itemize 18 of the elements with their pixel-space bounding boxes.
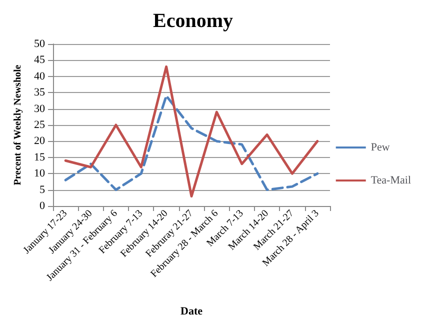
y-tick-label: 45 — [34, 54, 46, 66]
y-tick-label: 35 — [34, 86, 46, 99]
y-tick-label: 50 — [34, 38, 46, 50]
y-tick-label: 5 — [40, 184, 46, 196]
y-axis-title: Precent of Weekly Newshole — [12, 64, 24, 186]
chart-title: Economy — [153, 10, 233, 32]
y-tick-label: 15 — [34, 151, 46, 164]
line-series — [64, 65, 319, 198]
y-tick-label: 25 — [34, 119, 46, 131]
legend-label: Pew — [370, 142, 390, 154]
y-tick-label: 40 — [34, 70, 46, 82]
legend-label: Tea-Mail — [370, 174, 411, 186]
x-axis-title: Date — [180, 306, 203, 318]
y-tick-label: 10 — [34, 168, 46, 180]
line-series — [64, 94, 319, 192]
y-tick-label: 20 — [34, 135, 46, 148]
y-tick-label: 30 — [34, 102, 46, 115]
y-tick-label: 0 — [40, 200, 46, 212]
